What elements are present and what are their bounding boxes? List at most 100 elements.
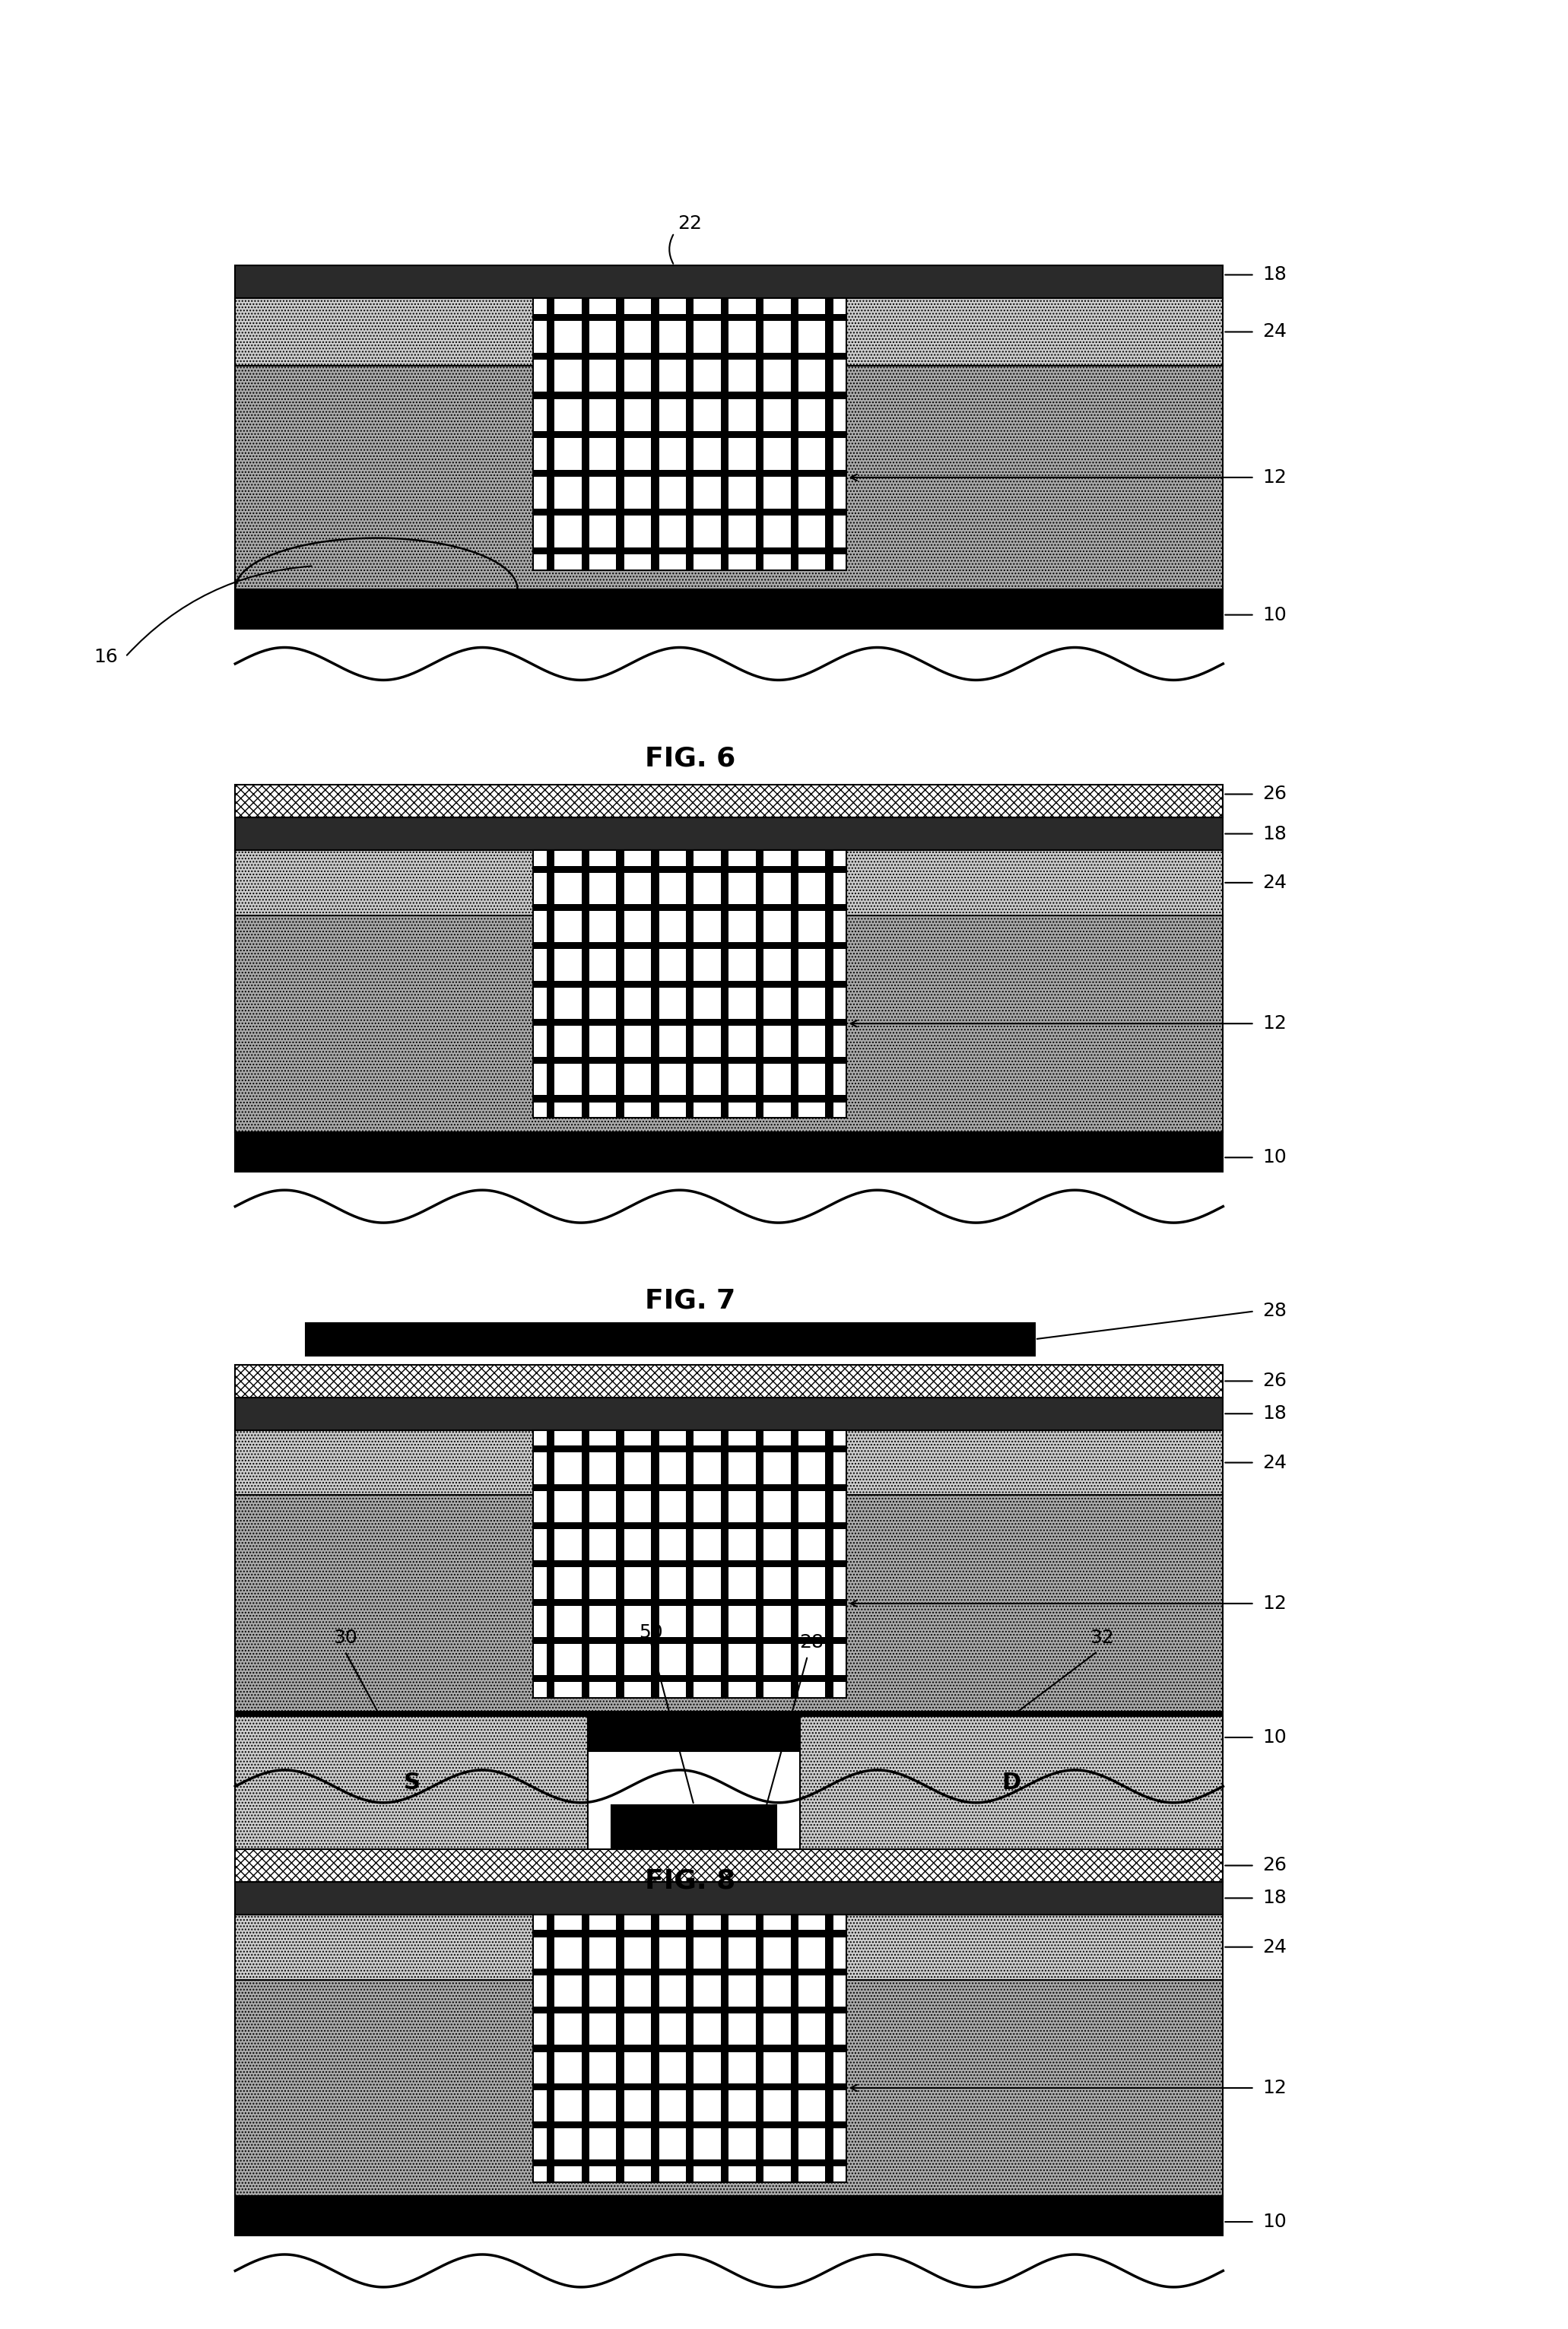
Bar bbox=[533, 943, 847, 950]
Text: 10: 10 bbox=[1262, 1728, 1286, 1747]
Text: FIG. 6: FIG. 6 bbox=[644, 745, 735, 771]
Bar bbox=[533, 850, 847, 1118]
Bar bbox=[533, 1430, 847, 1698]
Bar bbox=[235, 1365, 1223, 1397]
Bar bbox=[721, 850, 729, 1118]
Text: 24: 24 bbox=[1262, 1938, 1287, 1956]
Text: 16: 16 bbox=[94, 647, 118, 666]
Bar bbox=[533, 508, 847, 515]
Bar bbox=[533, 1931, 847, 1938]
Bar bbox=[533, 354, 847, 361]
Bar bbox=[235, 1712, 1223, 1751]
Bar bbox=[756, 1430, 764, 1698]
Text: D: D bbox=[1002, 1772, 1021, 1793]
Bar bbox=[533, 1523, 847, 1530]
Bar bbox=[533, 431, 847, 438]
Bar bbox=[533, 2159, 847, 2166]
Bar bbox=[533, 981, 847, 987]
Bar bbox=[533, 850, 847, 1118]
Text: 10: 10 bbox=[1262, 1148, 1286, 1167]
Bar bbox=[790, 1430, 798, 1698]
Bar bbox=[756, 1914, 764, 2182]
Bar bbox=[616, 1430, 624, 1698]
Text: 24: 24 bbox=[1262, 873, 1287, 892]
Bar bbox=[306, 1323, 1035, 1355]
Bar bbox=[235, 2196, 1223, 2236]
Bar bbox=[582, 1430, 590, 1698]
Bar bbox=[547, 298, 555, 571]
Bar bbox=[547, 1914, 555, 2182]
Bar bbox=[235, 1980, 1223, 2196]
Bar bbox=[756, 850, 764, 1118]
Text: 22: 22 bbox=[677, 214, 702, 233]
Bar bbox=[533, 1446, 847, 1453]
Bar bbox=[533, 1057, 847, 1064]
Text: 28: 28 bbox=[1262, 1302, 1287, 1321]
Bar bbox=[235, 589, 1223, 629]
Bar bbox=[825, 850, 833, 1118]
Bar bbox=[533, 314, 847, 321]
Bar bbox=[533, 298, 847, 571]
Bar bbox=[721, 298, 729, 571]
Text: 12: 12 bbox=[1262, 468, 1286, 487]
Bar bbox=[533, 1018, 847, 1025]
Bar bbox=[825, 298, 833, 571]
Bar bbox=[533, 1598, 847, 1605]
Bar bbox=[533, 2008, 847, 2015]
Bar bbox=[235, 915, 1223, 1132]
Text: FIG. 8: FIG. 8 bbox=[644, 1868, 735, 1893]
Bar bbox=[235, 298, 1223, 366]
Bar bbox=[533, 1914, 847, 2182]
Bar bbox=[825, 1430, 833, 1698]
Bar bbox=[685, 1914, 693, 2182]
Text: 24: 24 bbox=[1262, 1453, 1287, 1472]
Text: FIG. 7: FIG. 7 bbox=[644, 1288, 735, 1314]
Text: 18: 18 bbox=[1262, 824, 1286, 843]
Text: 30: 30 bbox=[332, 1628, 358, 1647]
Bar bbox=[790, 850, 798, 1118]
Bar bbox=[616, 298, 624, 571]
Bar bbox=[533, 1484, 847, 1491]
Bar bbox=[685, 850, 693, 1118]
Text: 24: 24 bbox=[1262, 324, 1287, 340]
Bar bbox=[651, 298, 659, 571]
Bar bbox=[582, 1914, 590, 2182]
Bar bbox=[533, 391, 847, 398]
Bar bbox=[533, 547, 847, 554]
Bar bbox=[533, 1560, 847, 1567]
Bar bbox=[235, 366, 1223, 589]
Bar bbox=[235, 1882, 1223, 1914]
Bar bbox=[533, 1095, 847, 1102]
Text: 10: 10 bbox=[1262, 606, 1286, 624]
Text: 12: 12 bbox=[1262, 1015, 1286, 1032]
Text: 18: 18 bbox=[1262, 266, 1286, 284]
Bar bbox=[533, 470, 847, 477]
Bar bbox=[533, 1968, 847, 1975]
Bar bbox=[533, 1637, 847, 1644]
Bar bbox=[533, 2082, 847, 2089]
Text: 18: 18 bbox=[1262, 1889, 1286, 1907]
Bar bbox=[533, 1430, 847, 1698]
Bar bbox=[533, 298, 847, 571]
Bar bbox=[790, 298, 798, 571]
Bar bbox=[235, 1716, 588, 1849]
Text: 26: 26 bbox=[1262, 1372, 1287, 1390]
Bar bbox=[612, 1805, 776, 1849]
Bar bbox=[235, 1495, 1223, 1712]
Bar bbox=[235, 850, 1223, 915]
Text: 26: 26 bbox=[1262, 1856, 1287, 1875]
Bar bbox=[235, 1914, 1223, 1980]
Bar bbox=[235, 1849, 1223, 1882]
Bar bbox=[547, 850, 555, 1118]
Bar bbox=[533, 866, 847, 873]
Bar bbox=[235, 1430, 1223, 1495]
Bar bbox=[756, 298, 764, 571]
Bar bbox=[616, 850, 624, 1118]
Text: 18: 18 bbox=[1262, 1404, 1286, 1423]
Bar bbox=[685, 1430, 693, 1698]
Bar bbox=[651, 1914, 659, 2182]
Bar bbox=[721, 1430, 729, 1698]
Bar bbox=[825, 1914, 833, 2182]
Bar bbox=[582, 298, 590, 571]
Bar bbox=[685, 298, 693, 571]
